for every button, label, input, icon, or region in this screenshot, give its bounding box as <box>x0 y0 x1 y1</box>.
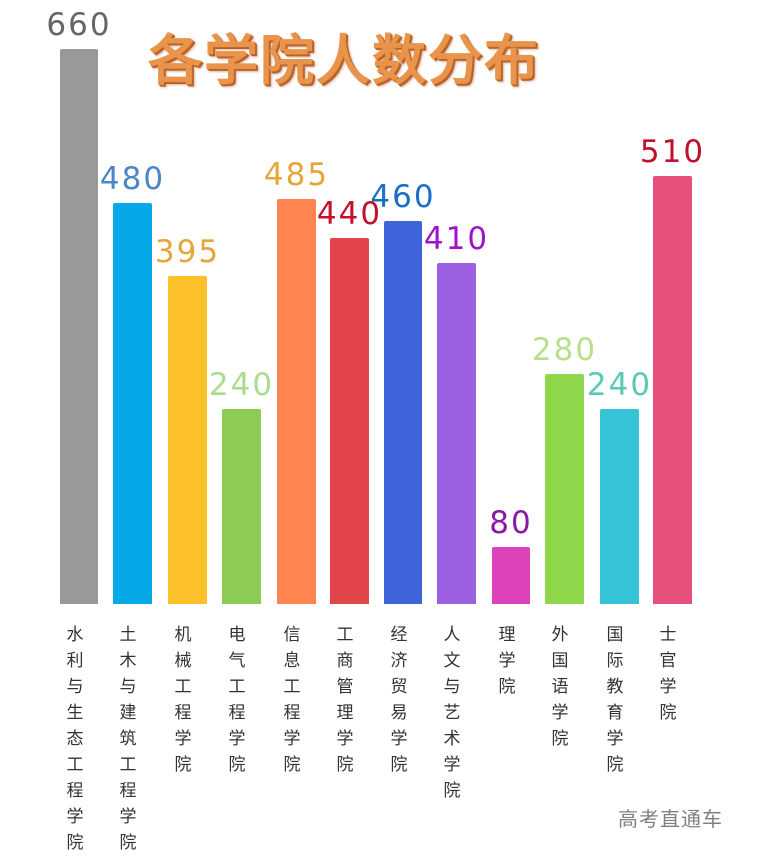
bar <box>168 276 207 604</box>
bar <box>113 203 152 604</box>
value-label: 660 <box>46 7 112 43</box>
bar <box>277 199 316 604</box>
value-label: 440 <box>316 196 383 232</box>
category-label: 工商管理学院 <box>336 625 354 775</box>
bar <box>330 238 369 604</box>
value-label: 240 <box>208 367 275 403</box>
category-label: 机械工程学院 <box>174 625 192 775</box>
bar <box>653 176 692 604</box>
bar <box>222 409 261 604</box>
bar <box>60 49 98 604</box>
bar <box>492 547 530 604</box>
category-label: 水利与生态工程学院 <box>66 625 84 853</box>
chart-title: 各学院人数分布 <box>148 29 540 92</box>
value-label: 510 <box>639 134 706 170</box>
category-label: 外国语学院 <box>551 625 569 749</box>
category-label: 士官学院 <box>659 625 677 723</box>
value-label: 395 <box>154 234 221 270</box>
category-label: 信息工程学院 <box>283 625 301 775</box>
category-label: 国际教育学院 <box>606 625 624 775</box>
value-label: 485 <box>263 157 330 193</box>
bar <box>600 409 639 604</box>
category-label: 理学院 <box>498 625 516 697</box>
value-label: 80 <box>489 505 533 541</box>
category-label: 经济贸易学院 <box>390 625 408 775</box>
category-label: 电气工程学院 <box>228 625 246 775</box>
bar <box>384 221 422 604</box>
bar <box>437 263 476 604</box>
value-label: 480 <box>99 161 166 197</box>
category-label: 土木与建筑工程学院 <box>119 625 137 853</box>
value-label: 410 <box>423 221 490 257</box>
value-label: 280 <box>531 332 598 368</box>
value-label: 460 <box>370 179 436 215</box>
category-label: 人文与艺术学院 <box>443 625 461 801</box>
value-label: 240 <box>586 367 653 403</box>
watermark: 高考直通车 <box>618 807 723 831</box>
bar <box>545 374 584 604</box>
